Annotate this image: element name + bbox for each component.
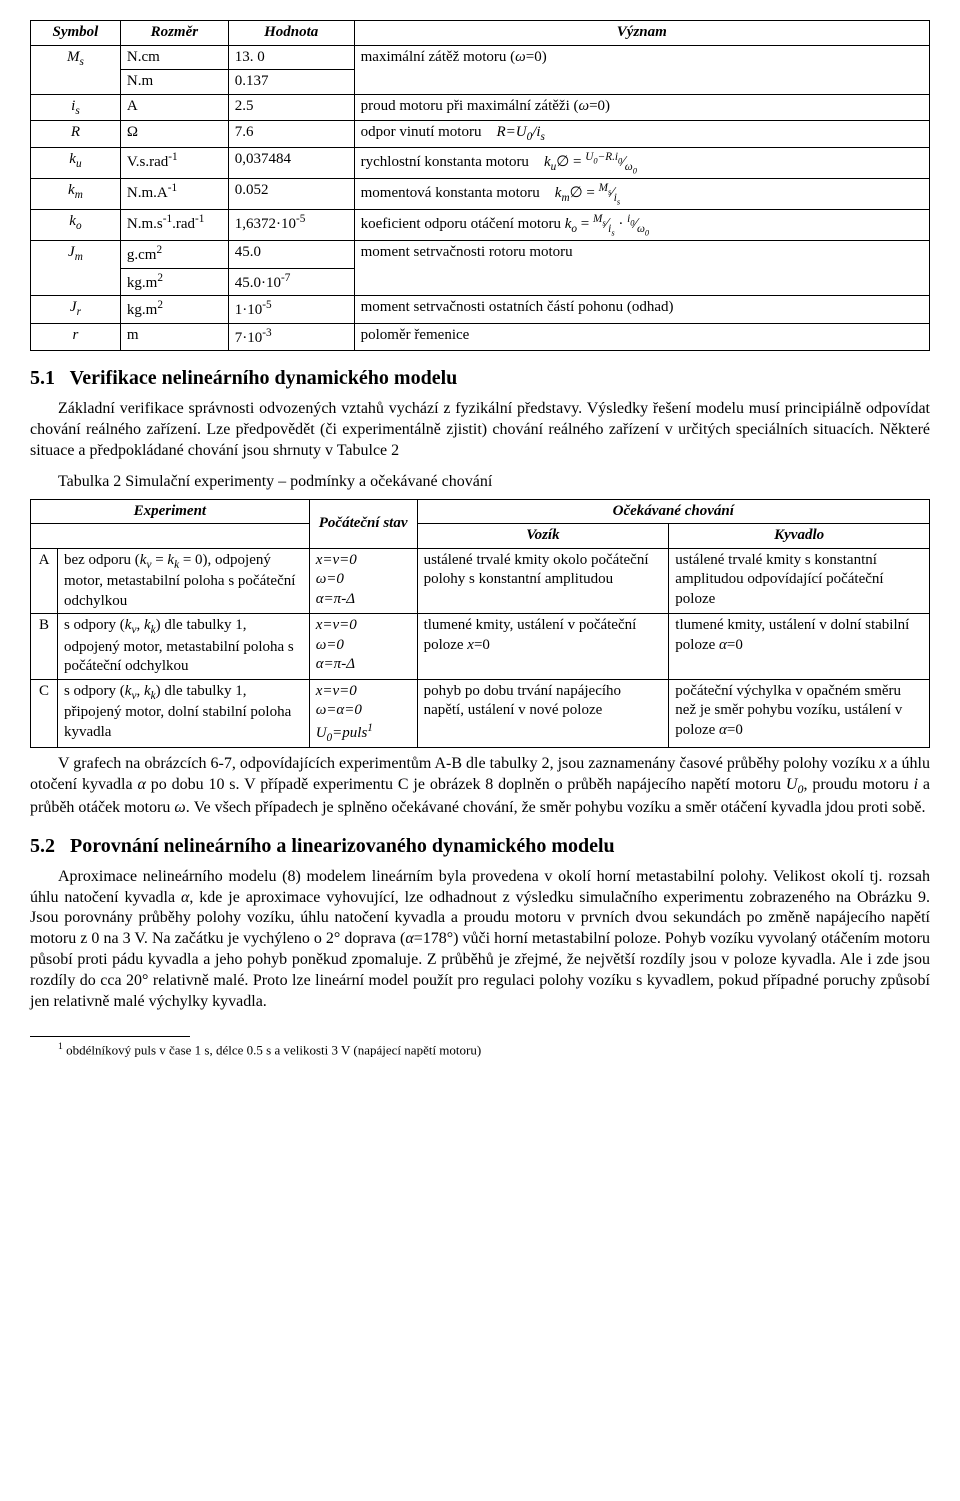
t2-voz: ustálené trvalé kmity okolo počáteční po… [417,548,669,614]
t1-vyznam: maximální zátěž motoru (ω=0) [354,45,929,94]
t2-h-voz: Vozík [417,524,669,549]
t1-sym: is [31,94,121,121]
t1-sym: Jm [31,241,121,296]
paragraph-after-table2: V grafech na obrázcích 6-7, odpovídající… [30,754,930,818]
t1-hod: 1,6372·10-5 [228,210,354,241]
t1-rozmer: V.s.rad-1 [120,147,228,178]
t1-hod: 7.6 [228,121,354,148]
t2-h-kyv: Kyvadlo [669,524,930,549]
t1-hod: 13. 0 [228,45,354,70]
section-5-1-heading: 5.1 Verifikace nelineárního dynamického … [30,365,930,391]
t1-hod: 45.0 [228,241,354,269]
section-title: Porovnání nelineárního a linearizovaného… [70,835,615,857]
footnote-1: 1 obdélníkový puls v čase 1 s, délce 0.5… [30,1041,930,1059]
t2-exp: bez odporu (kv = kk = 0), odpojený motor… [57,548,309,614]
section-num: 5.2 [30,835,55,857]
footnote-separator [30,1036,190,1037]
t1-vyznam: momentová konstanta motoru km∅ = Ms∕is [354,178,929,209]
t1-hod: 0,037484 [228,147,354,178]
t1-vyznam: moment setrvačnosti ostatních částí poho… [354,296,929,324]
t2-row-id: A [31,548,58,614]
t1-sym: km [31,178,121,209]
t1-vyznam: poloměr řemenice [354,323,929,351]
t2-voz: tlumené kmity, ustálení v počáteční polo… [417,614,669,680]
t1-rozmer: g.cm2 [120,241,228,269]
t1-hod: 1·10-5 [228,296,354,324]
t1-rozmer: N.cm [120,45,228,70]
t1-rozmer: N.m.s-1.rad-1 [120,210,228,241]
t1-rozmer: A [120,94,228,121]
t1-h1: Symbol [31,21,121,46]
t1-sym: R [31,121,121,148]
t1-vyznam: rychlostní konstanta motoru ku∅ = U0−R.i… [354,147,929,178]
section-num: 5.1 [30,367,55,389]
t1-sym: Ms [31,45,121,94]
t1-h3: Hodnota [228,21,354,46]
t1-hod: 0.052 [228,178,354,209]
t2-poc: x=v=0ω=0α=π-Δ [309,614,417,680]
t2-h-poc: Počáteční stav [309,499,417,548]
t1-rozmer: Ω [120,121,228,148]
parameters-table: Symbol Rozměr Hodnota Význam Ms N.cm 13.… [30,20,930,351]
t1-sym: r [31,323,121,351]
t1-vyznam: proud motoru při maximální zátěži (ω=0) [354,94,929,121]
t1-sym: Jr [31,296,121,324]
t1-vyznam: odpor vinutí motoru R=U0/is [354,121,929,148]
t1-vyznam: moment setrvačnosti rotoru motoru [354,241,929,296]
t1-h4: Význam [354,21,929,46]
t1-vyznam: koeficient odporu otáčení motoru ko = Ms… [354,210,929,241]
section-5-1-p1: Základní verifikace správnosti odvozenýc… [30,399,930,461]
t2-h-exp: Experiment [31,499,310,524]
section-5-2-p1: Aproximace nelineárního modelu (8) model… [30,867,930,1013]
t2-row-id: C [31,679,58,748]
t2-poc: x=v=0ω=α=0U0=puls1 [309,679,417,748]
t2-poc: x=v=0ω=0α=π-Δ [309,548,417,614]
t2-kyv: tlumené kmity, ustálení v dolní stabilní… [669,614,930,680]
t2-voz: pohyb po dobu trvání napájecího napětí, … [417,679,669,748]
t2-kyv: počáteční výchylka v opačném směru než j… [669,679,930,748]
t1-rozmer: kg.m2 [120,296,228,324]
t1-sym: ku [31,147,121,178]
t2-exp: s odpory (kv, kk) dle tabulky 1, připoje… [57,679,309,748]
section-5-2-heading: 5.2 Porovnání nelineárního a linearizova… [30,833,930,859]
t1-hod: 0.137 [228,70,354,95]
t2-kyv: ustálené trvalé kmity s konstantní ampli… [669,548,930,614]
t1-rozmer: N.m [120,70,228,95]
section-title: Verifikace nelineárního dynamického mode… [70,367,458,389]
t1-rozmer: kg.m2 [120,268,228,296]
t2-row-id: B [31,614,58,680]
t2-exp: s odpory (kv, kk) dle tabulky 1, odpojen… [57,614,309,680]
t1-h2: Rozměr [120,21,228,46]
t1-hod: 45.0·10-7 [228,268,354,296]
experiments-table: Experiment Počáteční stav Očekávané chov… [30,499,930,749]
t1-hod: 2.5 [228,94,354,121]
t2-h-oce: Očekávané chování [417,499,929,524]
t1-rozmer: N.m.A-1 [120,178,228,209]
t1-sym: ko [31,210,121,241]
table2-caption: Tabulka 2 Simulační experimenty – podmín… [30,472,930,493]
t1-hod: 7·10-3 [228,323,354,351]
t1-rozmer: m [120,323,228,351]
